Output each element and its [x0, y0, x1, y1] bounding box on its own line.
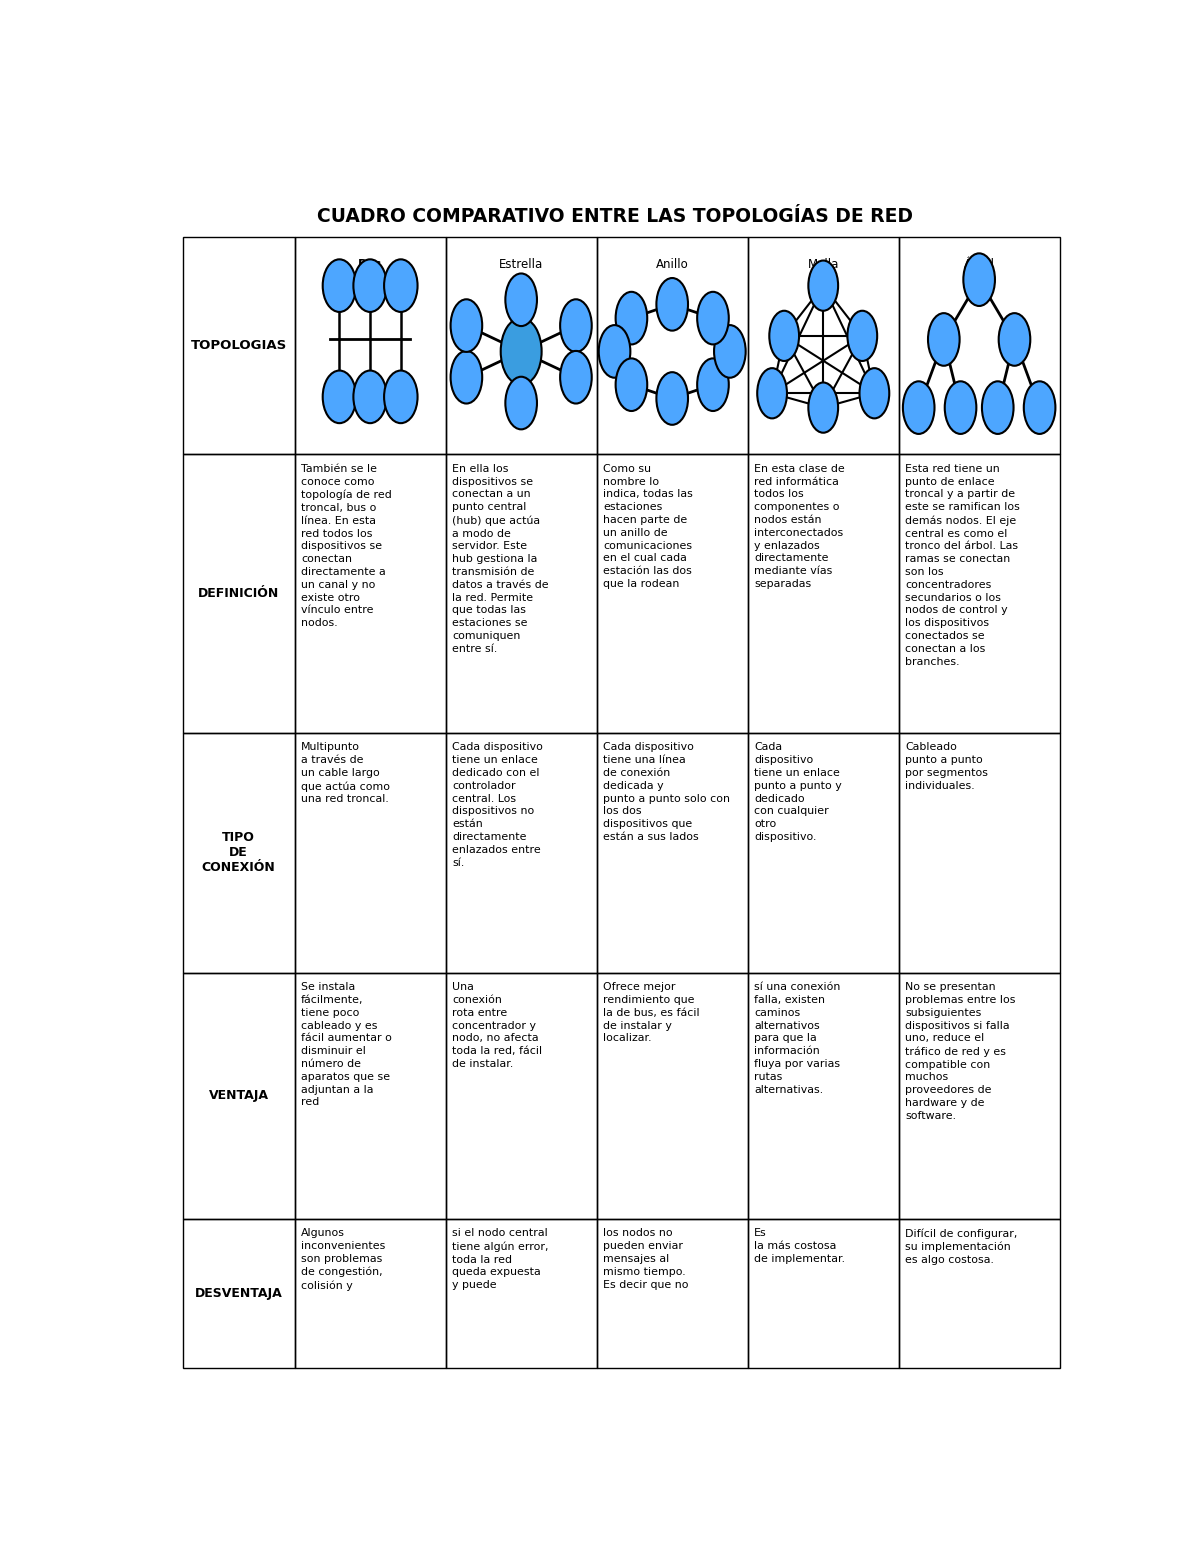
Ellipse shape — [998, 314, 1031, 367]
Bar — [295, 733, 445, 972]
Ellipse shape — [697, 359, 728, 412]
Ellipse shape — [323, 371, 356, 422]
Text: Bus: Bus — [358, 258, 383, 272]
Ellipse shape — [500, 318, 541, 385]
Ellipse shape — [505, 377, 536, 429]
Text: Se instala
fácilmente,
tiene poco
cableado y es
fácil aumentar o
disminuir el
nú: Se instala fácilmente, tiene poco cablea… — [301, 981, 392, 1107]
Ellipse shape — [353, 259, 386, 312]
Ellipse shape — [944, 382, 977, 433]
Text: Multipunto
a través de
un cable largo
que actúa como
una red troncal.: Multipunto a través de un cable largo qu… — [301, 742, 390, 804]
Text: TIPO
DE
CONEXIÓN: TIPO DE CONEXIÓN — [202, 831, 276, 874]
Bar — [182, 733, 295, 972]
Text: También se le
conoce como
topología de red
troncal, bus o
línea. En esta
red tod: También se le conoce como topología de r… — [301, 464, 392, 627]
Ellipse shape — [323, 259, 356, 312]
Bar — [445, 1219, 596, 1368]
Ellipse shape — [450, 300, 482, 353]
Ellipse shape — [560, 300, 592, 353]
Ellipse shape — [847, 311, 877, 360]
Ellipse shape — [353, 371, 386, 422]
Text: Estrella: Estrella — [499, 258, 544, 272]
Text: VENTAJA: VENTAJA — [209, 1089, 269, 1103]
Ellipse shape — [384, 259, 418, 312]
Bar — [445, 236, 596, 455]
Bar — [295, 1219, 445, 1368]
Text: Una
conexión
rota entre
concentrador y
nodo, no afecta
toda la red, fácil
de ins: Una conexión rota entre concentrador y n… — [452, 981, 542, 1068]
Ellipse shape — [902, 382, 935, 433]
Bar — [596, 733, 748, 972]
Text: si el nodo central
tiene algún error,
toda la red
queda expuesta
y puede: si el nodo central tiene algún error, to… — [452, 1228, 548, 1291]
Text: No se presentan
problemas entre los
subsiguientes
dispositivos si falla
uno, red: No se presentan problemas entre los subs… — [905, 981, 1015, 1121]
Ellipse shape — [450, 351, 482, 404]
Text: Cableado
punto a punto
por segmentos
individuales.: Cableado punto a punto por segmentos ind… — [905, 742, 989, 790]
Bar — [182, 1219, 295, 1368]
Ellipse shape — [859, 368, 889, 418]
Text: sí una conexión
falla, existen
caminos
alternativos
para que la
información
fluy: sí una conexión falla, existen caminos a… — [755, 981, 841, 1095]
Ellipse shape — [928, 314, 960, 367]
Ellipse shape — [769, 311, 799, 360]
Text: Difícil de configurar,
su implementación
es algo costosa.: Difícil de configurar, su implementación… — [905, 1228, 1018, 1266]
Ellipse shape — [1024, 382, 1056, 433]
Ellipse shape — [697, 292, 728, 345]
Text: CUADRO COMPARATIVO ENTRE LAS TOPOLOGÍAS DE RED: CUADRO COMPARATIVO ENTRE LAS TOPOLOGÍAS … — [317, 207, 913, 225]
Bar — [295, 972, 445, 1219]
Text: Cada dispositivo
tiene un enlace
dedicado con el
controlador
central. Los
dispos: Cada dispositivo tiene un enlace dedicad… — [452, 742, 544, 868]
Text: Cada
dispositivo
tiene un enlace
punto a punto y
dedicado
con cualquier
otro
dis: Cada dispositivo tiene un enlace punto a… — [755, 742, 842, 842]
Ellipse shape — [656, 278, 688, 331]
Text: los nodos no
pueden enviar
mensajes al
mismo tiempo.
Es decir que no: los nodos no pueden enviar mensajes al m… — [604, 1228, 689, 1289]
Ellipse shape — [560, 351, 592, 404]
Text: Esta red tiene un
punto de enlace
troncal y a partir de
este se ramifican los
de: Esta red tiene un punto de enlace tronca… — [905, 464, 1020, 666]
Bar — [596, 236, 748, 455]
Ellipse shape — [656, 373, 688, 426]
Text: En esta clase de
red informática
todos los
componentes o
nodos están
interconect: En esta clase de red informática todos l… — [755, 464, 845, 589]
Bar — [596, 1219, 748, 1368]
Text: TOPOLOGIAS: TOPOLOGIAS — [191, 339, 287, 353]
Text: Árbol: Árbol — [964, 258, 995, 272]
Ellipse shape — [982, 382, 1014, 433]
Bar — [182, 236, 295, 455]
Bar — [748, 733, 899, 972]
Bar — [596, 455, 748, 733]
Bar — [182, 455, 295, 733]
Text: Cada dispositivo
tiene una línea
de conexión
dedicada y
punto a punto solo con
l: Cada dispositivo tiene una línea de cone… — [604, 742, 730, 842]
Bar — [295, 455, 445, 733]
Ellipse shape — [384, 371, 418, 422]
Bar — [445, 972, 596, 1219]
Ellipse shape — [599, 325, 630, 377]
Bar — [445, 455, 596, 733]
Text: Anillo: Anillo — [656, 258, 689, 272]
Bar — [295, 236, 445, 455]
Bar — [748, 1219, 899, 1368]
Text: DEFINICIÓN: DEFINICIÓN — [198, 587, 280, 599]
Text: Ofrece mejor
rendimiento que
la de bus, es fácil
de instalar y
localizar.: Ofrece mejor rendimiento que la de bus, … — [604, 981, 700, 1044]
Text: DESVENTAJA: DESVENTAJA — [194, 1287, 282, 1300]
Ellipse shape — [505, 273, 536, 326]
Bar — [899, 733, 1060, 972]
Bar — [899, 972, 1060, 1219]
Ellipse shape — [757, 368, 787, 418]
Ellipse shape — [809, 382, 838, 433]
Text: Como su
nombre lo
indica, todas las
estaciones
hacen parte de
un anillo de
comun: Como su nombre lo indica, todas las esta… — [604, 464, 694, 589]
Bar — [748, 972, 899, 1219]
Bar — [182, 972, 295, 1219]
Text: Algunos
inconvenientes
son problemas
de congestión,
colisión y: Algunos inconvenientes son problemas de … — [301, 1228, 385, 1291]
Text: Malla: Malla — [808, 258, 839, 272]
Text: En ella los
dispositivos se
conectan a un
punto central
(hub) que actúa
a modo d: En ella los dispositivos se conectan a u… — [452, 464, 548, 654]
Bar — [748, 455, 899, 733]
Text: Es
la más costosa
de implementar.: Es la más costosa de implementar. — [755, 1228, 845, 1264]
Ellipse shape — [616, 292, 647, 345]
Bar — [445, 733, 596, 972]
Bar — [899, 236, 1060, 455]
Ellipse shape — [616, 359, 647, 412]
Ellipse shape — [809, 261, 838, 311]
Bar — [899, 1219, 1060, 1368]
Ellipse shape — [714, 325, 745, 377]
Ellipse shape — [964, 253, 995, 306]
Bar — [899, 455, 1060, 733]
Bar — [596, 972, 748, 1219]
Bar — [748, 236, 899, 455]
